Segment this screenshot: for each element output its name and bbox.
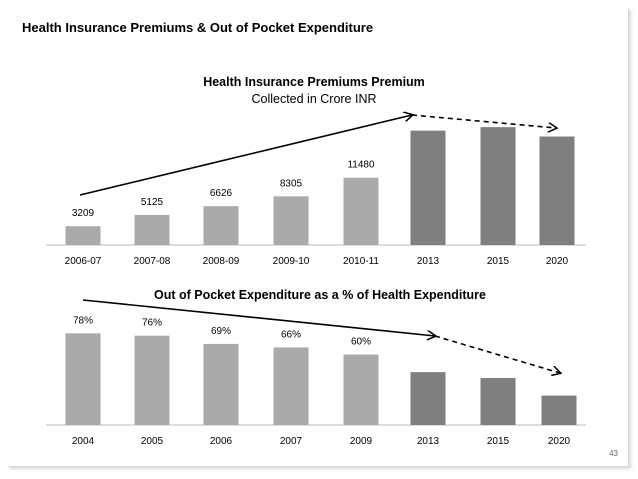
chart2-trend-arrow bbox=[82, 299, 435, 336]
chart2-bar-2004 bbox=[65, 333, 101, 425]
chart2-bar-2007 bbox=[273, 347, 309, 425]
chart2-tick-2006: 2006 bbox=[210, 436, 233, 447]
chart1-bar-2006-07 bbox=[65, 226, 101, 245]
slide-title: Health Insurance Premiums & Out of Pocke… bbox=[22, 20, 374, 35]
chart1-tick-2008-09: 2008-09 bbox=[203, 256, 240, 267]
chart2-data-label-2005: 76% bbox=[142, 318, 162, 329]
chart1-title: Health Insurance Premiums Premium bbox=[203, 75, 425, 89]
chart1-bar-2020 bbox=[539, 136, 575, 245]
chart1-tick-2009-10: 2009-10 bbox=[273, 256, 310, 267]
chart1-bar-2010-11 bbox=[343, 177, 379, 245]
chart2-tick-2005: 2005 bbox=[141, 436, 164, 447]
chart2-bar-2020 bbox=[541, 395, 577, 425]
chart1-tick-2006-07: 2006-07 bbox=[65, 256, 102, 267]
chart1-data-label-2007-08: 5125 bbox=[141, 197, 164, 208]
chart1-data-label-2008-09: 6626 bbox=[210, 188, 233, 199]
chart1-tick-2010-11: 2010-11 bbox=[343, 256, 379, 267]
chart2-tick-2013: 2013 bbox=[417, 436, 440, 447]
page-number: 43 bbox=[609, 449, 618, 458]
chart1-bar-2008-09 bbox=[203, 206, 239, 245]
chart2-bar-2005 bbox=[134, 335, 170, 425]
chart1-data-label-2009-10: 8305 bbox=[280, 178, 303, 189]
chart2-bar-2009 bbox=[343, 354, 379, 425]
chart1-tick-2015: 2015 bbox=[487, 256, 510, 267]
chart2-projection-arrow bbox=[434, 335, 560, 373]
chart2-data-label-2004: 78% bbox=[73, 315, 93, 326]
chart1-trend-arrow bbox=[79, 115, 412, 196]
chart1-subtitle: Collected in Crore INR bbox=[251, 92, 376, 106]
chart1-data-label-2010-11: 11480 bbox=[347, 160, 375, 171]
chart1-tick-2020: 2020 bbox=[546, 256, 569, 267]
chart1-tick-2007-08: 2007-08 bbox=[134, 256, 171, 267]
chart2-tick-2004: 2004 bbox=[72, 436, 95, 447]
chart1-bar-2013 bbox=[410, 130, 446, 245]
chart2-bar-2006 bbox=[203, 343, 239, 425]
chart2-tick-2015: 2015 bbox=[487, 436, 510, 447]
chart1-tick-2013: 2013 bbox=[417, 256, 440, 267]
chart2-tick-2009: 2009 bbox=[350, 436, 373, 447]
chart1-data-label-2006-07: 3209 bbox=[72, 208, 95, 219]
chart1-bar-2009-10 bbox=[273, 196, 309, 245]
chart2-data-label-2007: 66% bbox=[281, 329, 301, 340]
charts-canvas: Health Insurance Premiums Premium Collec… bbox=[46, 75, 586, 447]
chart2-plot: 2004 78% 2005 76% 2006 69% 2007 66% 2009 60% 2013 2… bbox=[46, 299, 586, 447]
chart2-tick-2020: 2020 bbox=[548, 436, 571, 447]
chart1-bar-2015 bbox=[480, 127, 516, 245]
chart2-data-label-2009: 60% bbox=[351, 337, 371, 348]
chart2-data-label-2006: 69% bbox=[211, 326, 231, 337]
slide: Health Insurance Premiums & Out of Pocke… bbox=[8, 8, 629, 467]
chart2-bar-2013 bbox=[410, 372, 446, 425]
chart2-tick-2007: 2007 bbox=[280, 436, 303, 447]
chart1-projection-arrow bbox=[411, 114, 556, 128]
chart2-bar-2015 bbox=[480, 378, 516, 425]
chart2-title: Out of Pocket Expenditure as a % of Heal… bbox=[154, 288, 486, 302]
chart1-plot: 2006-07 3209 2007-08 5125 2008-09 6626 2009-10… bbox=[46, 115, 586, 267]
chart1-bar-2007-08 bbox=[134, 214, 170, 245]
